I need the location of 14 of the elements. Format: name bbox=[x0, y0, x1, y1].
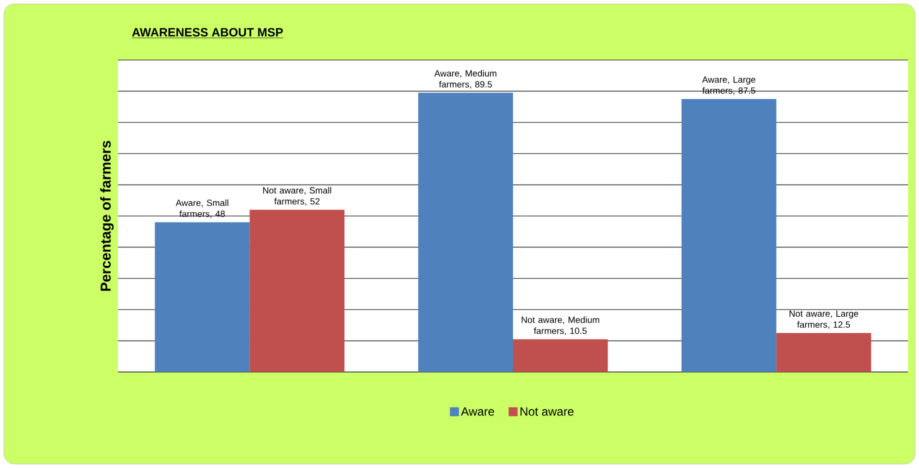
bar bbox=[418, 92, 514, 372]
bar bbox=[682, 98, 776, 372]
y-axis-title: Percentage of farmers bbox=[100, 140, 114, 291]
legend-label: Not aware bbox=[520, 407, 574, 416]
bar bbox=[250, 210, 344, 372]
legend-label: Aware bbox=[460, 407, 494, 416]
bar bbox=[513, 339, 608, 372]
bar bbox=[154, 222, 250, 372]
data-label: Not aware, Small farmers, 52 bbox=[263, 186, 332, 206]
data-label: Not aware, Medium farmers, 10.5 bbox=[522, 316, 600, 336]
data-label: Not aware, Large farmers, 12.5 bbox=[790, 310, 858, 329]
data-label: Aware, Medium farmers, 89.5 bbox=[434, 70, 496, 89]
bar bbox=[776, 333, 872, 372]
chart-title: AWARENESS ABOUT MSP bbox=[132, 28, 283, 36]
